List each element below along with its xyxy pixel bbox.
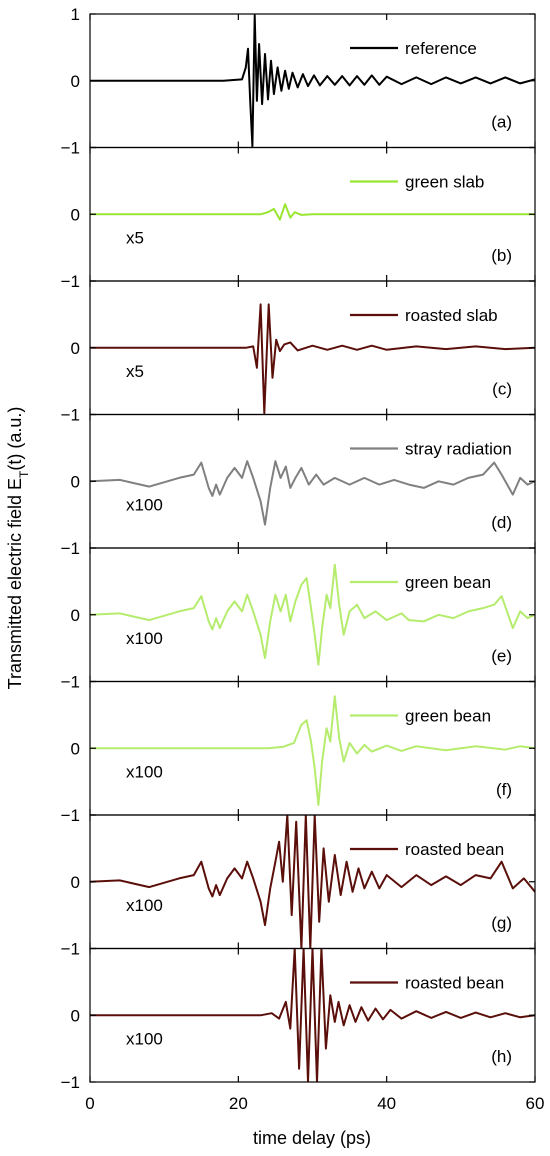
series-line-3 bbox=[90, 303, 535, 415]
series-line-4 bbox=[90, 460, 535, 526]
y-tick-label: 0 bbox=[71, 472, 80, 491]
panel-label-2: (b) bbox=[491, 246, 512, 265]
panel-label-5: (e) bbox=[491, 647, 512, 666]
legend-label-3: roasted slab bbox=[405, 306, 498, 325]
y-tick-label: 0 bbox=[71, 339, 80, 358]
x-tick-label: 0 bbox=[85, 1094, 94, 1113]
legend-label-1: reference bbox=[405, 39, 477, 58]
scale-factor-8: x100 bbox=[126, 1030, 163, 1049]
series-line-5 bbox=[90, 563, 535, 666]
panels: 1 0 −1 reference (a) 0 −1 green slab (b) x5 0 −1 roa… bbox=[61, 5, 536, 1092]
series-line-8 bbox=[90, 948, 535, 1082]
y-tick-label: −1 bbox=[61, 940, 80, 959]
y-tick-label: 1 bbox=[71, 5, 80, 24]
series-line-6 bbox=[90, 695, 535, 806]
y-tick-label: −1 bbox=[61, 539, 80, 558]
series-line-1 bbox=[90, 14, 535, 148]
y-axis-label-sub: T bbox=[17, 470, 31, 478]
y-tick-label: −1 bbox=[61, 406, 80, 425]
x-axis-label: time delay (ps) bbox=[253, 1128, 371, 1148]
y-tick-label: 0 bbox=[71, 72, 80, 91]
y-tick-label: −1 bbox=[61, 1073, 80, 1092]
y-tick-label: 0 bbox=[71, 1006, 80, 1025]
x-tick-label: 40 bbox=[377, 1094, 396, 1113]
panel-1: 1 0 −1 reference (a) bbox=[61, 5, 536, 158]
scale-factor-2: x5 bbox=[126, 229, 144, 248]
legend-label-2: green slab bbox=[405, 173, 484, 192]
panel-3: 0 −1 roasted slab (c) x5 bbox=[61, 280, 536, 425]
legend-label-8: roasted bean bbox=[405, 974, 504, 993]
scale-factor-5: x100 bbox=[126, 629, 163, 648]
panel-label-1: (a) bbox=[491, 113, 512, 132]
panel-label-3: (c) bbox=[492, 380, 512, 399]
y-tick-label: −1 bbox=[61, 806, 80, 825]
y-axis-label: Transmitted electric field ET(t) (a.u.) bbox=[5, 407, 31, 690]
scale-factor-6: x100 bbox=[126, 763, 163, 782]
x-tick-label: 20 bbox=[229, 1094, 248, 1113]
legend-label-5: green bean bbox=[405, 573, 491, 592]
y-axis-label-tail: (t) (a.u.) bbox=[5, 407, 25, 471]
legend-label-6: green bean bbox=[405, 707, 491, 726]
y-tick-label: −1 bbox=[61, 673, 80, 692]
panel-label-8: (h) bbox=[491, 1047, 512, 1066]
y-tick-label: 0 bbox=[71, 739, 80, 758]
panel-4: 0 −1 stray radiation (d) x100 bbox=[61, 413, 536, 558]
x-tick-label: 60 bbox=[526, 1094, 545, 1113]
y-tick-label: −1 bbox=[61, 139, 80, 158]
panel-label-4: (d) bbox=[491, 513, 512, 532]
panel-5: 0 −1 green bean (e) x100 bbox=[61, 547, 536, 692]
y-tick-label: −1 bbox=[61, 272, 80, 291]
scale-factor-7: x100 bbox=[126, 896, 163, 915]
panel-label-7: (g) bbox=[491, 914, 512, 933]
x-axis: 0 20 40 60 bbox=[85, 1094, 544, 1113]
y-tick-label: 0 bbox=[71, 873, 80, 892]
y-tick-label: 0 bbox=[71, 606, 80, 625]
scale-factor-3: x5 bbox=[126, 362, 144, 381]
panel-7: 0 −1 roasted bean (g) x100 bbox=[61, 814, 536, 959]
series-line-7 bbox=[90, 815, 535, 949]
panel-label-6: (f) bbox=[496, 780, 512, 799]
legend-label-7: roasted bean bbox=[405, 840, 504, 859]
panel-8: 0 −1 roasted bean (h) x100 bbox=[61, 947, 536, 1092]
legend-label-4: stray radiation bbox=[405, 440, 512, 459]
panel-6: 0 −1 green bean (f) x100 bbox=[61, 680, 536, 825]
y-tick-label: 0 bbox=[71, 205, 80, 224]
series-line-2 bbox=[90, 203, 535, 221]
panel-2: 0 −1 green slab (b) x5 bbox=[61, 146, 536, 291]
y-axis-label-main: Transmitted electric field E bbox=[5, 478, 25, 689]
scale-factor-4: x100 bbox=[126, 496, 163, 515]
